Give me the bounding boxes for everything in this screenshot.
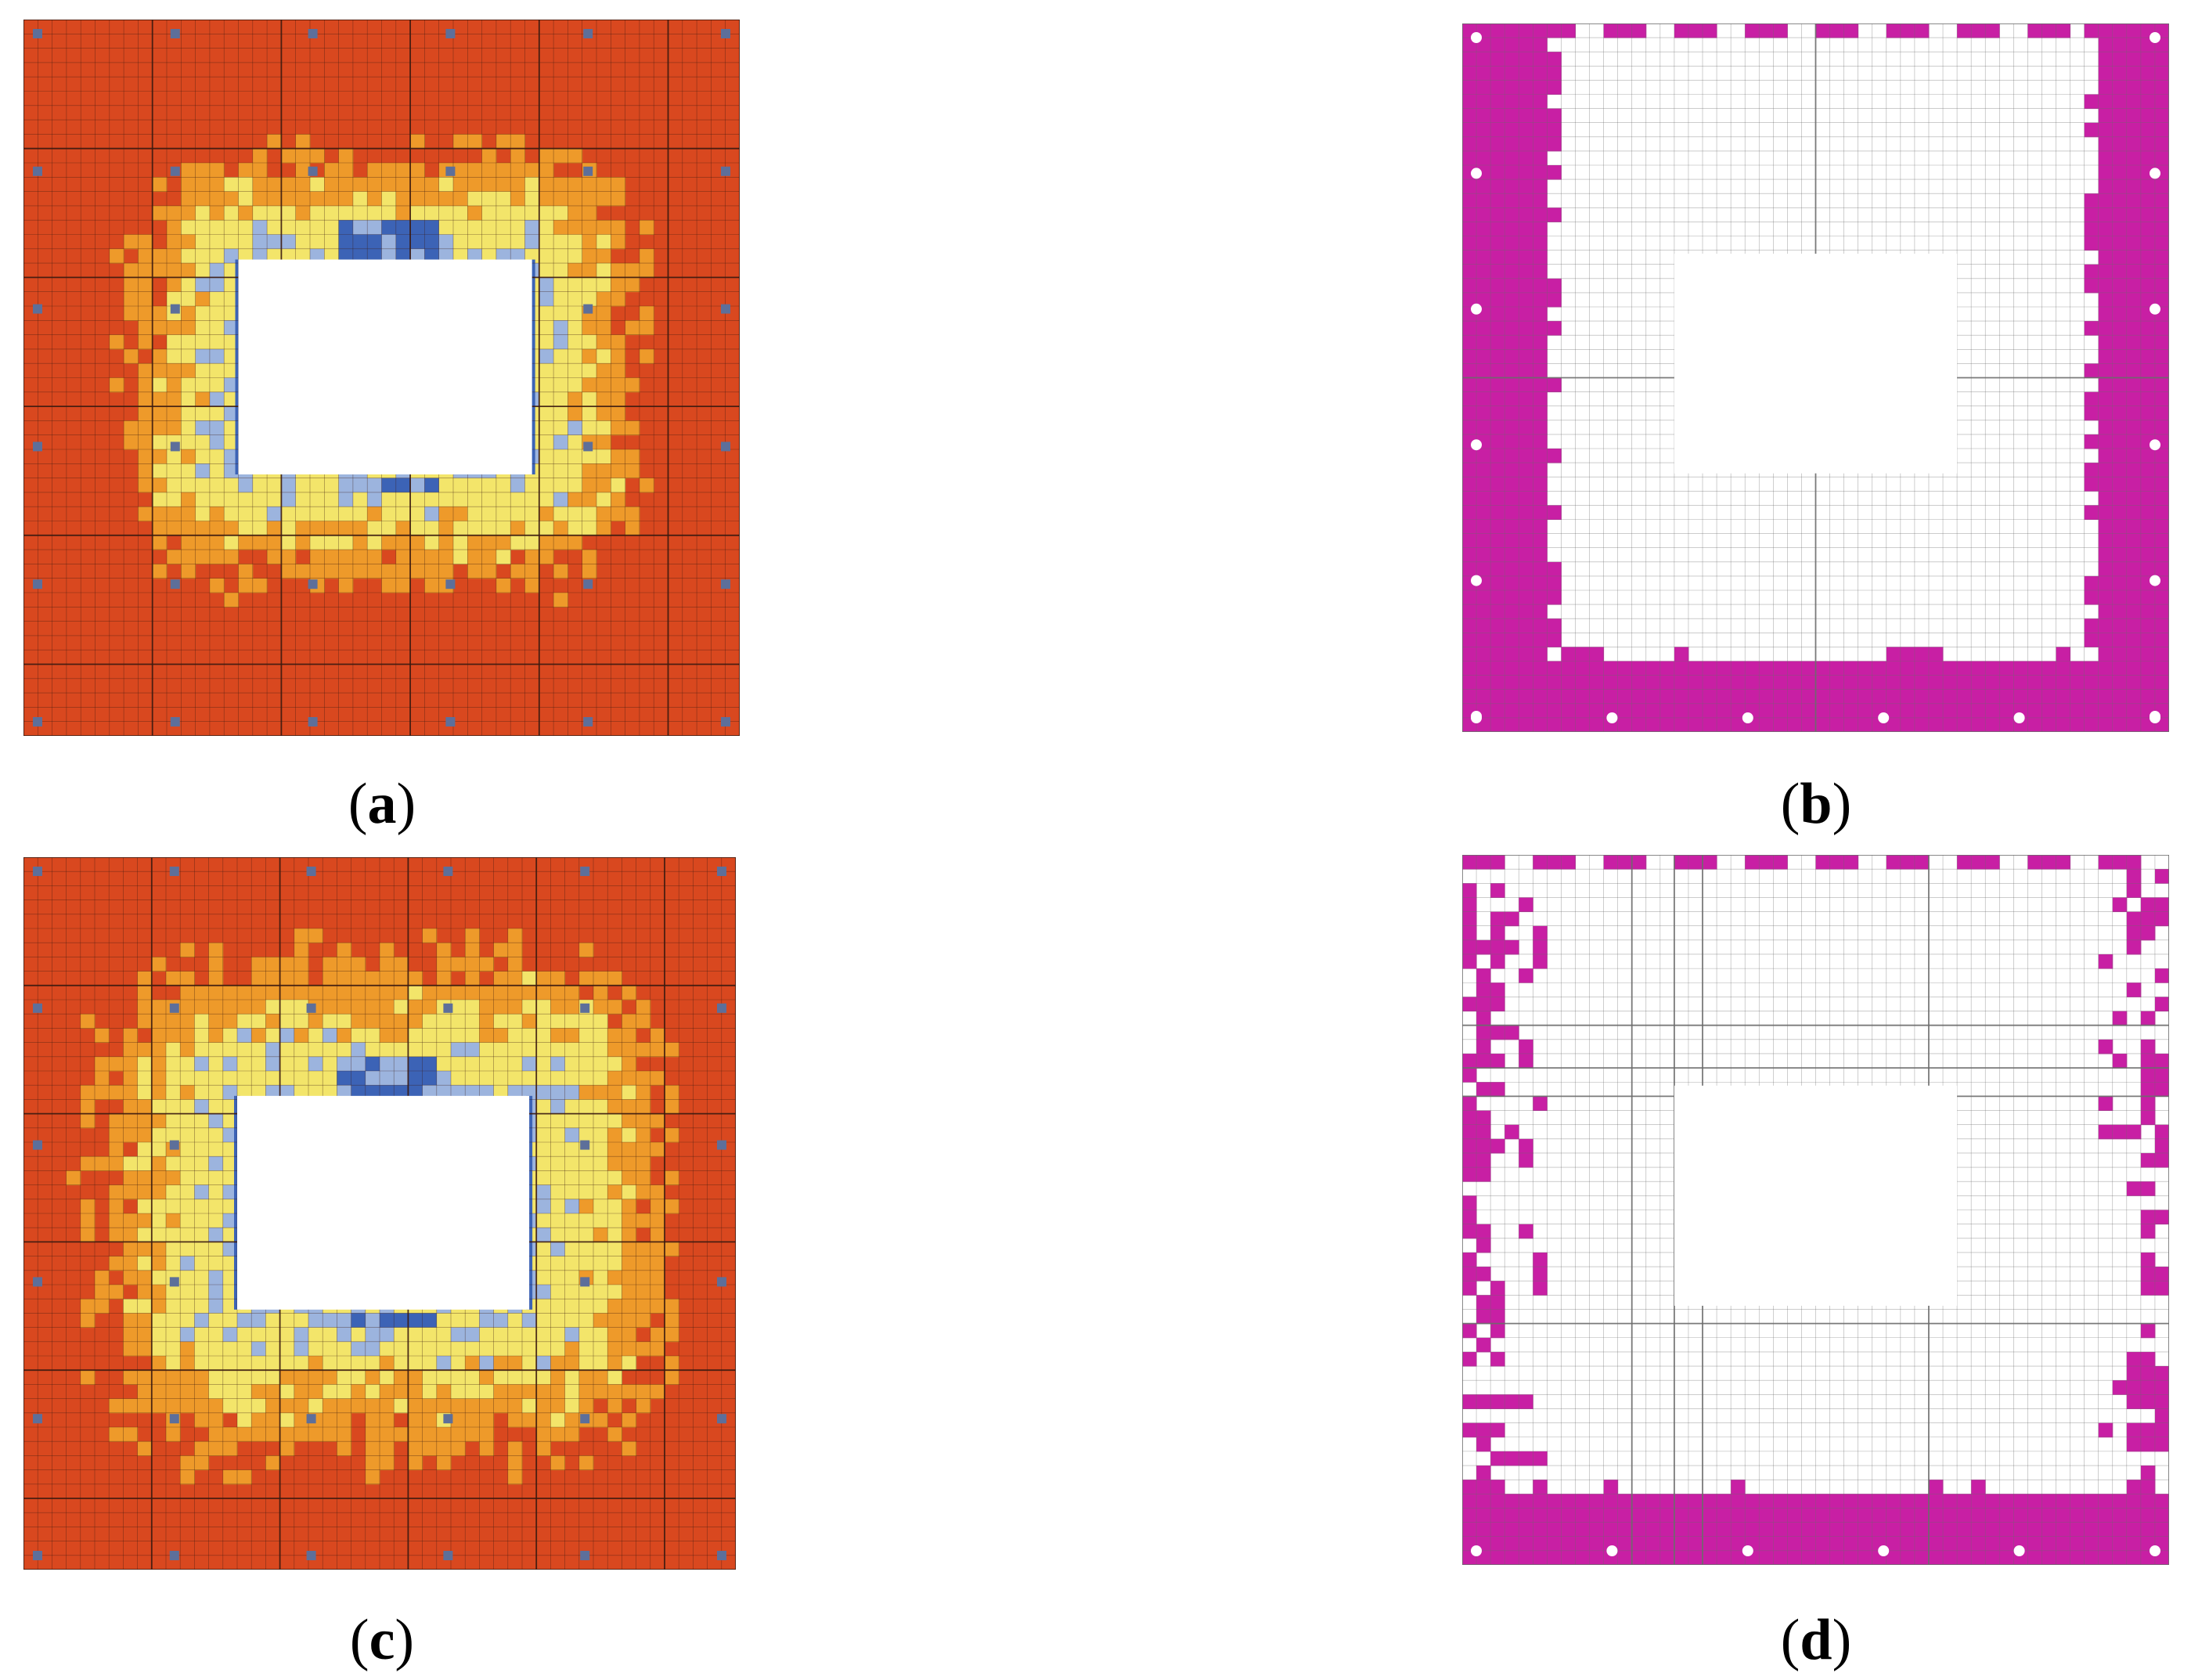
panel-a-stress-contour	[23, 20, 740, 736]
panel-b-plastic-zone	[1462, 23, 2169, 732]
caption-d-letter: d	[1800, 1608, 1832, 1672]
excavation-opening	[238, 259, 532, 475]
excavation-opening	[1674, 1085, 1958, 1306]
excavation-opening	[237, 1095, 530, 1310]
bolt-markers	[33, 29, 730, 726]
mesh-grid	[1462, 855, 2169, 1565]
plastic-zone-cells	[1462, 855, 2169, 1565]
panel-c-stress-contour	[23, 857, 736, 1570]
caption-b-letter: b	[1800, 772, 1832, 836]
caption-a-letter: a	[367, 772, 397, 836]
caption-c-letter: c	[369, 1608, 395, 1672]
plastic-zone-cells	[1462, 23, 2169, 732]
excavation-opening	[1674, 254, 1958, 474]
caption-c: (c)	[349, 1608, 415, 1672]
bolt-dots	[1471, 1545, 2160, 1556]
bolt-dots	[1471, 32, 2160, 723]
bolt-markers	[33, 867, 726, 1560]
caption-b: (b)	[1780, 772, 1852, 836]
mesh-grid	[23, 857, 736, 1570]
panel-d-plastic-zone	[1462, 855, 2169, 1565]
caption-a: (a)	[348, 772, 416, 836]
caption-d: (d)	[1780, 1608, 1852, 1672]
